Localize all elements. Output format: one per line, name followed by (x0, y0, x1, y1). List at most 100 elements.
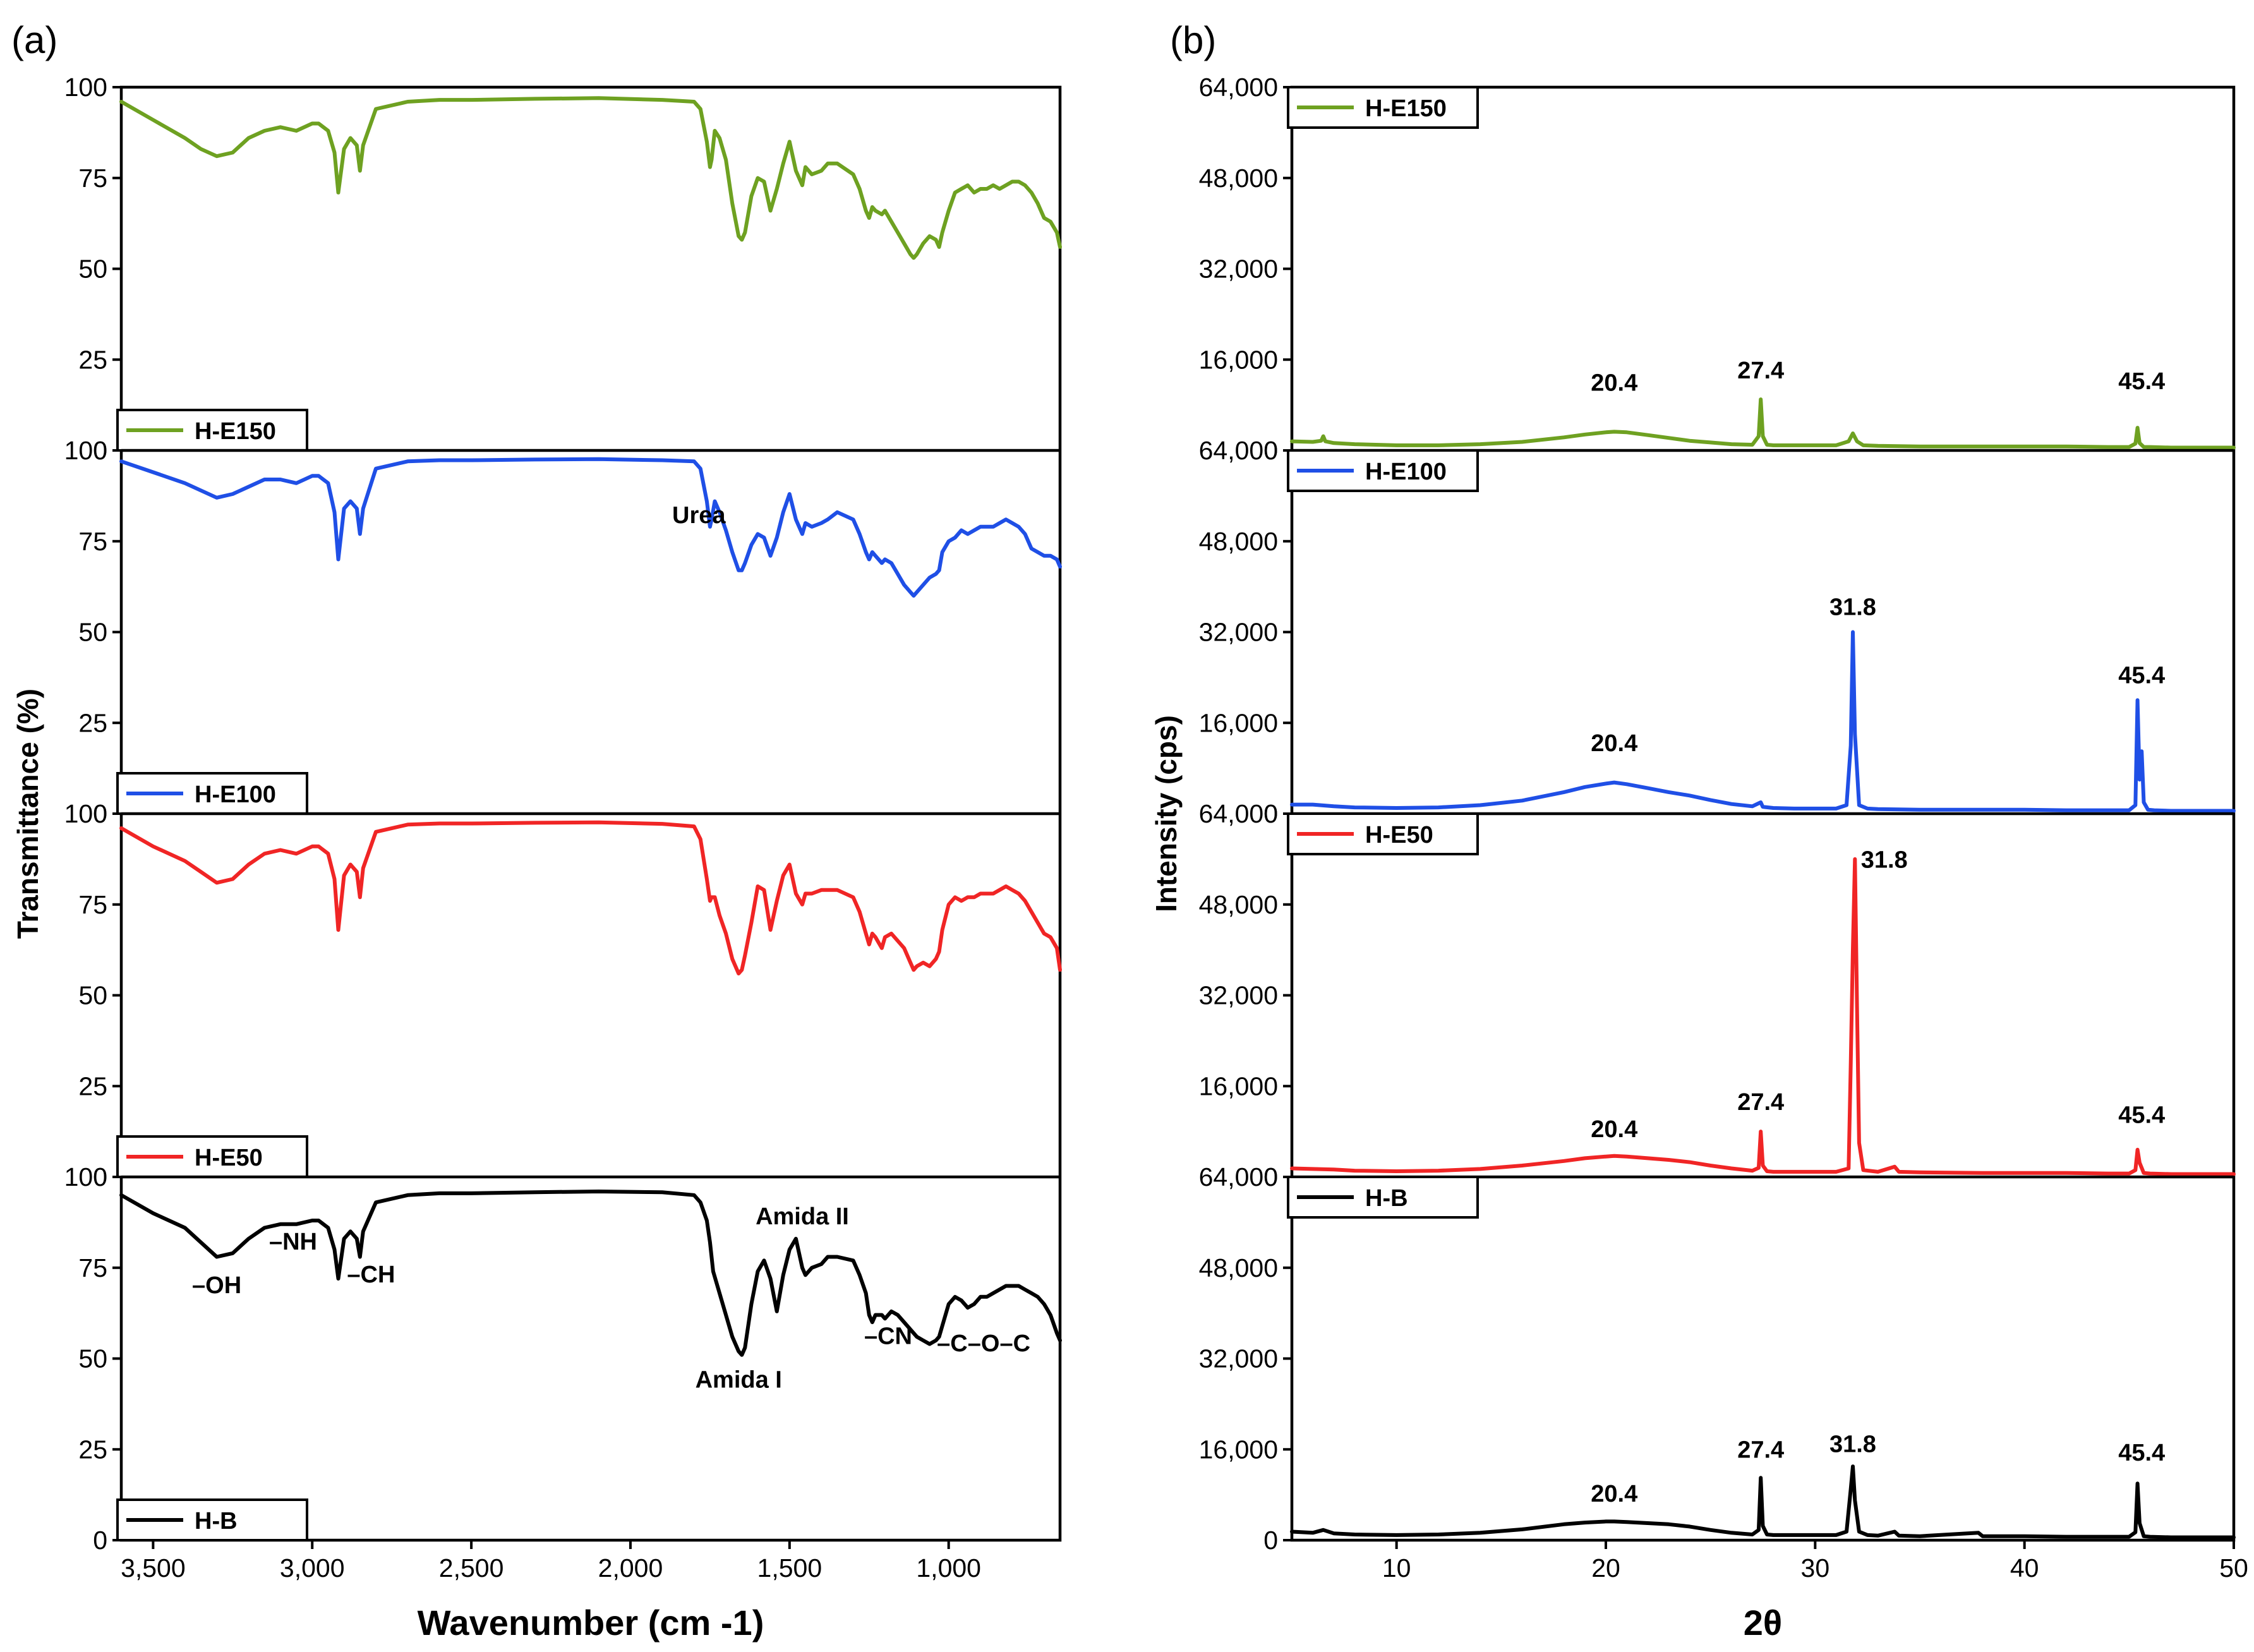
y-tick-label: 64,000 (1199, 1162, 1278, 1191)
subplot-h-e100: 0 16,000 32,000 48,000 64,000 H-E100 31.8 45.4 2… (1199, 436, 2236, 828)
legend-label: H-E150 (1365, 95, 1447, 122)
y-tick-label: 0 (1263, 436, 1278, 465)
series-line-h-e50 (1290, 857, 2236, 1176)
y-tick-label: 75 (78, 890, 107, 919)
legend-h-b: H-B (116, 1498, 308, 1541)
annotation: 31.8 (1861, 847, 1908, 873)
annotation: 27.4 (1737, 1437, 1784, 1464)
panel-a-ftir: (a) 0 25 50 75 100 H-E150 0 25 50 75 100 H-E100 Urea 0… (11, 19, 1062, 1643)
x-tick-label: 20 (1591, 1553, 1620, 1583)
y-axis-title: Intensity (cps) (1150, 715, 1183, 912)
y-tick-label: 75 (78, 164, 107, 193)
y-tick-label: 75 (78, 527, 107, 556)
y-tick-label: 25 (78, 1071, 107, 1100)
annotation: 45.4 (2118, 368, 2165, 395)
x-tick-label: 1,500 (757, 1553, 823, 1583)
annotation: 27.4 (1737, 358, 1784, 384)
x-tick-label: 40 (2010, 1553, 2039, 1583)
legend-h-e150: H-E150 (1287, 86, 1479, 129)
y-tick-label: 25 (78, 708, 107, 737)
x-tick-label: 50 (2219, 1553, 2248, 1583)
subplot-h-b: 0 16,000 32,000 48,000 64,000 H-B 27.4 31.8 45.4… (1199, 1162, 2236, 1555)
annotation: Amida I (696, 1367, 782, 1394)
annotation: 45.4 (2118, 1440, 2165, 1466)
y-tick-label: 75 (78, 1253, 107, 1282)
annotation: 45.4 (2118, 662, 2165, 689)
y-tick-label: 32,000 (1199, 981, 1278, 1010)
annotation: –NH (269, 1229, 317, 1255)
legend-h-e50: H-E50 (116, 1135, 308, 1178)
x-axis-title: 2θ (1744, 1603, 1782, 1643)
y-tick-label: 50 (78, 255, 107, 284)
x-tick-label: 3,500 (121, 1553, 186, 1583)
panel-b-xrd: (b) 0 16,000 32,000 48,000 64,000 H-E150 20.4 27… (1150, 19, 2248, 1643)
y-tick-label: 25 (78, 1435, 107, 1464)
y-tick-label: 16,000 (1199, 1435, 1278, 1464)
legend-label: H-E150 (195, 418, 276, 445)
series-line-h-b (119, 1190, 1062, 1357)
x-tick-label: 2,000 (598, 1553, 663, 1583)
annotation: 20.4 (1591, 370, 1637, 397)
legend-h-e50: H-E50 (1287, 812, 1479, 855)
annotation: 27.4 (1737, 1089, 1784, 1116)
y-tick-label: 48,000 (1199, 527, 1278, 556)
series-line-h-b (1290, 1464, 2236, 1540)
y-tick-label: 32,000 (1199, 255, 1278, 284)
legend-label: H-E100 (195, 781, 276, 808)
annotation: –CH (347, 1262, 395, 1288)
x-tick-label: 10 (1382, 1553, 1411, 1583)
y-tick-label: 64,000 (1199, 73, 1278, 102)
annotation: –C–O–C (937, 1330, 1030, 1357)
legend-h-b: H-B (1287, 1176, 1479, 1219)
annotation: Urea (672, 502, 726, 529)
y-tick-label: 0 (1263, 1162, 1278, 1191)
y-tick-label: 0 (93, 1162, 107, 1191)
annotation: –OH (192, 1272, 241, 1299)
y-tick-label: 100 (64, 73, 107, 102)
x-tick-label: 3,000 (280, 1553, 345, 1583)
y-tick-label: 64,000 (1199, 799, 1278, 828)
annotation: Amida II (756, 1203, 849, 1230)
y-tick-label: 0 (93, 799, 107, 828)
y-tick-label: 0 (93, 436, 107, 465)
panel-a-letter: (a) (11, 19, 57, 61)
y-tick-label: 100 (64, 799, 107, 828)
y-tick-label: 16,000 (1199, 1071, 1278, 1100)
legend-label: H-B (1365, 1185, 1408, 1212)
x-tick-label: 2,500 (439, 1553, 504, 1583)
legend-label: H-E100 (1365, 459, 1447, 485)
y-tick-label: 48,000 (1199, 1253, 1278, 1282)
y-tick-label: 50 (78, 981, 107, 1010)
subplot-h-e150: 0 25 50 75 100 H-E150 (64, 73, 1062, 465)
legend-label: H-B (195, 1508, 238, 1534)
legend-h-e100: H-E100 (1287, 449, 1479, 492)
y-tick-label: 32,000 (1199, 618, 1278, 647)
y-tick-label: 0 (93, 1526, 107, 1555)
series-line-h-e150 (119, 96, 1062, 260)
y-tick-label: 16,000 (1199, 708, 1278, 737)
series-line-h-e100 (119, 457, 1062, 598)
y-tick-label: 25 (78, 345, 107, 374)
y-tick-label: 64,000 (1199, 436, 1278, 465)
series-line-h-e50 (119, 820, 1062, 975)
y-tick-label: 0 (1263, 799, 1278, 828)
y-tick-label: 0 (1263, 1526, 1278, 1555)
y-axis-title: Transmittance (%) (11, 689, 44, 939)
series-line-h-e150 (1290, 397, 2236, 450)
annotation: 45.4 (2118, 1102, 2165, 1129)
x-tick-label: 30 (1801, 1553, 1830, 1583)
y-tick-label: 32,000 (1199, 1344, 1278, 1373)
x-axis-title: Wavenumber (cm -1) (418, 1603, 764, 1643)
subplot-h-e50: 0 16,000 32,000 48,000 64,000 H-E50 31.8 27.4 20… (1199, 799, 2236, 1191)
x-tick-label: 1,000 (916, 1553, 981, 1583)
annotation: 31.8 (1829, 594, 1876, 621)
y-tick-label: 16,000 (1199, 345, 1278, 374)
y-tick-label: 48,000 (1199, 164, 1278, 193)
legend-label: H-E50 (195, 1145, 263, 1171)
y-tick-label: 50 (78, 1344, 107, 1373)
legend-h-e150: H-E150 (116, 409, 308, 452)
subplot-h-e100: 0 25 50 75 100 H-E100 Urea (64, 436, 1062, 828)
annotation: 31.8 (1829, 1432, 1876, 1458)
y-tick-label: 100 (64, 436, 107, 465)
